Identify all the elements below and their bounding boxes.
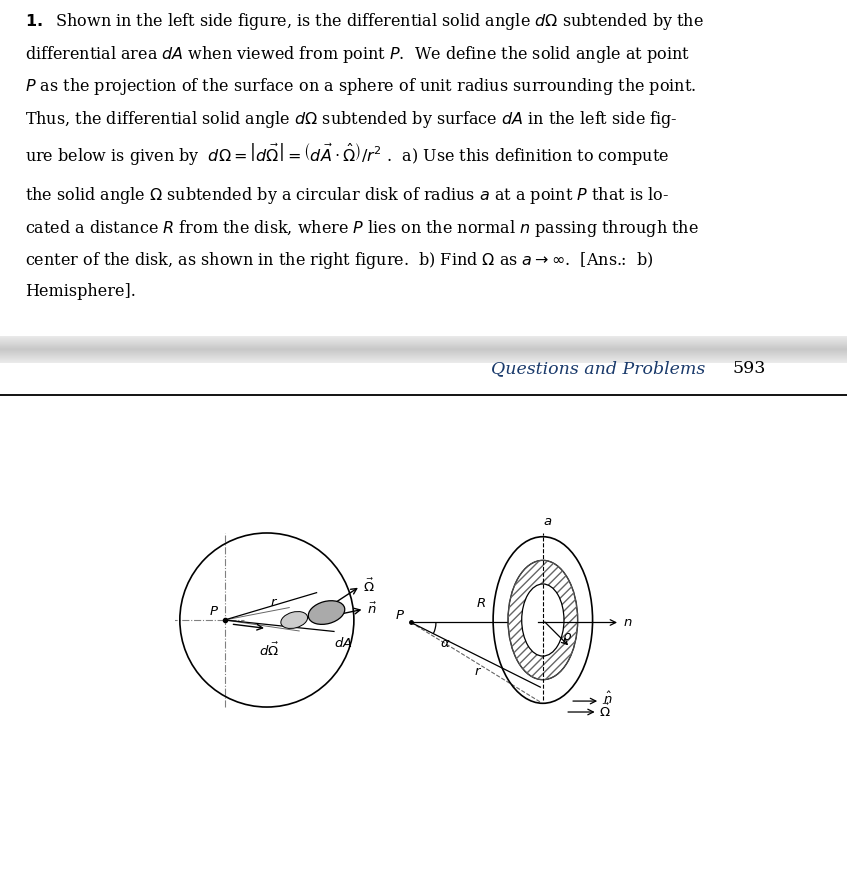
Text: $r$: $r$ <box>474 665 482 677</box>
Text: $P$ as the projection of the surface on a sphere of unit radius surrounding the : $P$ as the projection of the surface on … <box>25 76 696 97</box>
Text: $\rho$: $\rho$ <box>562 631 572 645</box>
Text: $\alpha$: $\alpha$ <box>440 637 451 650</box>
Text: $\vec{n}$: $\vec{n}$ <box>367 601 377 616</box>
Text: $\vec{\Omega}$: $\vec{\Omega}$ <box>363 578 374 595</box>
Text: $n$: $n$ <box>623 616 633 629</box>
Text: Questions and Problems: Questions and Problems <box>491 359 706 376</box>
Ellipse shape <box>281 612 307 628</box>
Text: the solid angle $\Omega$ subtended by a circular disk of radius $a$ at a point $: the solid angle $\Omega$ subtended by a … <box>25 185 669 206</box>
Text: Hemisphere].: Hemisphere]. <box>25 283 136 300</box>
Ellipse shape <box>308 600 345 625</box>
Text: $\hat{n}$: $\hat{n}$ <box>602 691 612 707</box>
Text: $R$: $R$ <box>476 597 485 610</box>
Text: $P$: $P$ <box>396 608 405 622</box>
Text: $P$: $P$ <box>208 605 219 617</box>
Ellipse shape <box>522 584 564 656</box>
Text: 593: 593 <box>733 359 766 376</box>
Text: $\vec{\Omega}$: $\vec{\Omega}$ <box>599 702 611 719</box>
Text: $\mathbf{1.}$  Shown in the left side figure, is the differential solid angle $d: $\mathbf{1.}$ Shown in the left side fig… <box>25 11 704 32</box>
Text: ure below is given by  $d\Omega = \left|d\vec{\Omega}\right| = \left(d\vec{A}\cd: ure below is given by $d\Omega = \left|d… <box>25 142 670 168</box>
Text: $r$: $r$ <box>270 596 279 608</box>
Text: differential area $dA$ when viewed from point $P$.  We define the solid angle at: differential area $dA$ when viewed from … <box>25 44 690 65</box>
Text: $a$: $a$ <box>543 515 552 528</box>
Text: center of the disk, as shown in the right figure.  b) Find $\Omega$ as $a \right: center of the disk, as shown in the righ… <box>25 250 654 271</box>
Ellipse shape <box>508 560 578 680</box>
Text: cated a distance $R$ from the disk, where $P$ lies on the normal $n$ passing thr: cated a distance $R$ from the disk, wher… <box>25 218 700 238</box>
Text: $dA$: $dA$ <box>334 636 352 650</box>
Text: Thus, the differential solid angle $d\Omega$ subtended by surface $dA$ in the le: Thus, the differential solid angle $d\Om… <box>25 108 678 130</box>
Text: $d\vec{\Omega}$: $d\vec{\Omega}$ <box>259 642 280 659</box>
